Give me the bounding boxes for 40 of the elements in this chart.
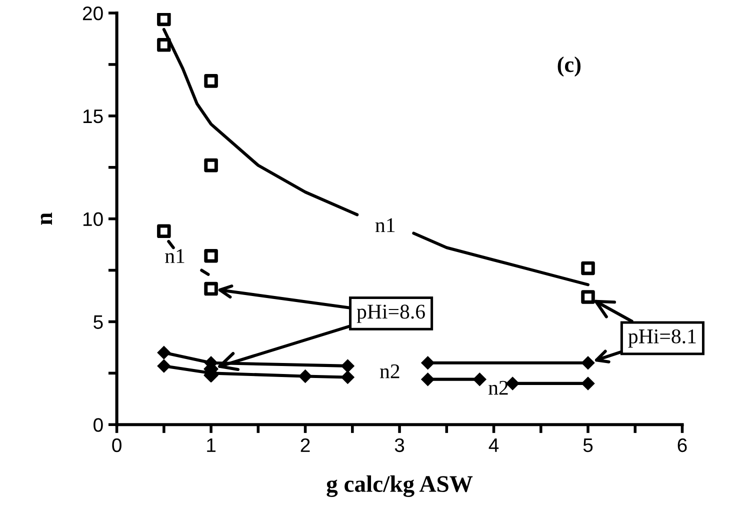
point <box>157 359 171 373</box>
y-tick-label: 15 <box>83 110 103 124</box>
point <box>204 158 218 172</box>
x-tick-label: 5 <box>583 438 593 452</box>
annotation: (c) <box>558 56 581 77</box>
x-tick-label: 1 <box>207 438 216 452</box>
point <box>581 356 595 370</box>
point <box>204 74 218 88</box>
point <box>298 370 312 383</box>
y-tick-label: 5 <box>94 315 103 329</box>
x-tick-label: 0 <box>112 438 122 452</box>
annotation: pHi=8.1 <box>628 329 696 348</box>
y-tick-label: 0 <box>94 418 103 432</box>
y-axis-title: n <box>40 212 52 225</box>
x-axis-title: g calc/kg ASW <box>326 475 473 497</box>
x-tick-label: 6 <box>678 438 687 452</box>
x-tick-label: 3 <box>394 438 404 452</box>
point <box>581 261 595 276</box>
point <box>157 224 171 238</box>
annotation: n1 <box>165 249 184 263</box>
y-tick-label: 10 <box>83 212 103 226</box>
point <box>421 356 434 370</box>
annotation: n2 <box>488 380 508 395</box>
annotation: n1 <box>375 218 395 232</box>
point <box>341 370 354 384</box>
point <box>157 13 171 26</box>
point <box>204 248 218 263</box>
x-tick-label: 2 <box>300 438 310 452</box>
point <box>157 38 171 52</box>
point <box>341 359 354 373</box>
annotation: n2 <box>380 364 400 378</box>
point <box>581 290 595 304</box>
y-tick-label: 20 <box>82 6 103 20</box>
point <box>421 372 434 386</box>
x-tick-label: 4 <box>488 438 499 452</box>
point <box>157 346 171 360</box>
point <box>581 376 595 390</box>
point <box>473 372 486 386</box>
annotation: pHi=8.6 <box>356 304 425 323</box>
point <box>204 282 218 296</box>
